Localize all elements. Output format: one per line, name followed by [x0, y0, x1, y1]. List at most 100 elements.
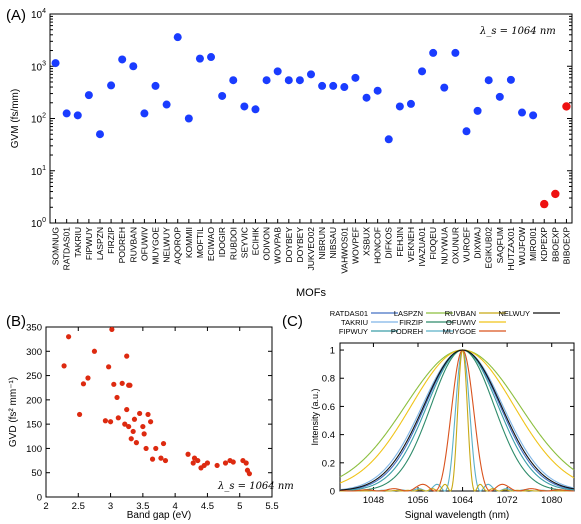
data-point — [84, 91, 93, 100]
data-point — [114, 394, 120, 401]
chart-c-y-ticks: 0 0.2 0.4 0.6 0.8 1 — [322, 346, 574, 498]
legend-label: PODREH — [391, 327, 423, 336]
data-point — [148, 419, 154, 425]
data-point — [495, 92, 504, 101]
panel-label-c: (C) — [282, 313, 303, 330]
x-tick-label: MIROI01 — [528, 227, 538, 261]
x-tick-label: 2.5 — [72, 501, 85, 512]
x-tick-label: BIBOEXP — [561, 227, 571, 265]
x-tick-label: 4 — [172, 501, 177, 512]
chart-a-y-label: GVM (fs/mm) — [10, 89, 21, 148]
x-tick-label: 1080 — [541, 495, 562, 506]
data-point — [162, 457, 169, 464]
data-point — [158, 455, 164, 461]
data-point — [102, 418, 109, 424]
data-point — [395, 102, 404, 111]
chart-c-lines — [339, 348, 575, 492]
chart-a-annotation: λ_s = 1064 nm — [479, 26, 556, 37]
data-point — [230, 459, 236, 465]
y-tick-label: 100 — [31, 217, 46, 230]
y-tick-label: 200 — [26, 395, 42, 406]
x-tick-label: ODIVON — [262, 227, 272, 261]
x-tick-label: 1064 — [452, 495, 473, 506]
data-point — [115, 415, 121, 421]
data-point — [473, 106, 482, 115]
chart-b-annotation: λ_s = 1064 nm — [217, 481, 294, 492]
legend-label: TAKRIU — [341, 318, 368, 327]
x-tick-label: 5 — [237, 501, 242, 512]
x-tick-label: DOYBEY — [295, 227, 305, 263]
chart-a-points — [51, 33, 571, 209]
x-tick-label: ECIWAO — [206, 227, 216, 262]
chart-b-points — [61, 326, 252, 477]
x-tick-label: NIBSAU — [328, 227, 338, 259]
x-tick-label: DOYBEY — [284, 227, 294, 263]
x-tick-label: 1056 — [407, 495, 428, 506]
y-tick-label: 250 — [26, 371, 42, 382]
chart-b-y-ticks: 0 50 100 150 200 250 300 350 — [26, 323, 272, 504]
x-tick-label: SEYVIC — [239, 227, 249, 258]
data-point — [184, 114, 193, 123]
y-tick-exponent: 1 — [42, 165, 46, 172]
x-tick-label: IDOGIR — [217, 227, 227, 257]
legend-label: NELWUY — [498, 309, 530, 318]
y-tick-label: 0.4 — [322, 430, 335, 441]
x-tick-label: KDPEXP — [539, 227, 549, 262]
data-point — [122, 421, 128, 427]
data-point — [273, 67, 282, 76]
x-tick-label: BBOEXP — [550, 227, 560, 262]
data-point — [540, 199, 549, 209]
panel-label-b: (B) — [6, 313, 26, 330]
data-point — [140, 109, 149, 118]
chart-b: 0 50 100 150 200 250 300 350 2 2.5 3 3.5 4 4.5 5 5.5 G… — [8, 323, 294, 522]
data-point — [462, 127, 471, 136]
data-point — [129, 62, 138, 71]
data-point — [85, 375, 91, 381]
data-point — [518, 108, 527, 117]
chart-c-x-label: Signal wavelength (nm) — [405, 510, 510, 521]
x-tick-label: WUJFOW — [517, 227, 527, 265]
x-tick-label: DIXWAJ — [473, 227, 483, 259]
data-point — [137, 410, 143, 417]
series-line — [339, 349, 575, 492]
x-tick-label: SAQFUM — [495, 227, 505, 263]
y-tick-exponent: 4 — [42, 8, 46, 15]
y-tick-label: 300 — [26, 347, 42, 358]
x-tick-label: FIRZIP — [106, 227, 116, 254]
data-point — [119, 380, 125, 386]
y-tick-label: 102 — [31, 113, 46, 126]
x-tick-label: 1048 — [363, 495, 384, 506]
chart-b-x-ticks: 2 2.5 3 3.5 4 4.5 5 5.5 — [43, 327, 279, 512]
x-tick-label: RATDAS01 — [62, 227, 72, 271]
x-tick-label: 5.5 — [265, 501, 278, 512]
x-tick-label: NIBRUN — [317, 227, 327, 260]
data-point — [133, 440, 139, 446]
data-point — [362, 93, 371, 102]
data-point — [145, 411, 151, 418]
x-tick-label: MOFTIL — [195, 227, 205, 258]
data-point — [91, 348, 98, 354]
data-point — [440, 83, 449, 92]
legend-label: MUYGOE — [443, 327, 476, 336]
x-tick-label: NUYWUA — [439, 227, 449, 265]
data-point — [484, 76, 493, 85]
x-tick-label: XSBUX — [362, 227, 372, 256]
series-line — [339, 349, 575, 491]
legend-label: FIRZIP — [399, 318, 423, 327]
y-tick-label: 150 — [26, 420, 42, 431]
x-tick-label: DIFKOS — [384, 227, 394, 259]
data-point — [218, 91, 227, 100]
x-tick-label: RUVBAN — [128, 227, 138, 262]
data-point — [562, 102, 571, 111]
series-line — [339, 349, 575, 484]
data-point — [251, 105, 260, 114]
data-point — [140, 423, 146, 430]
y-tick-exponent: 0 — [42, 217, 46, 224]
y-tick-label: 0.8 — [322, 374, 335, 385]
data-point — [118, 55, 127, 64]
legend-label: RUVBAN — [445, 309, 476, 318]
